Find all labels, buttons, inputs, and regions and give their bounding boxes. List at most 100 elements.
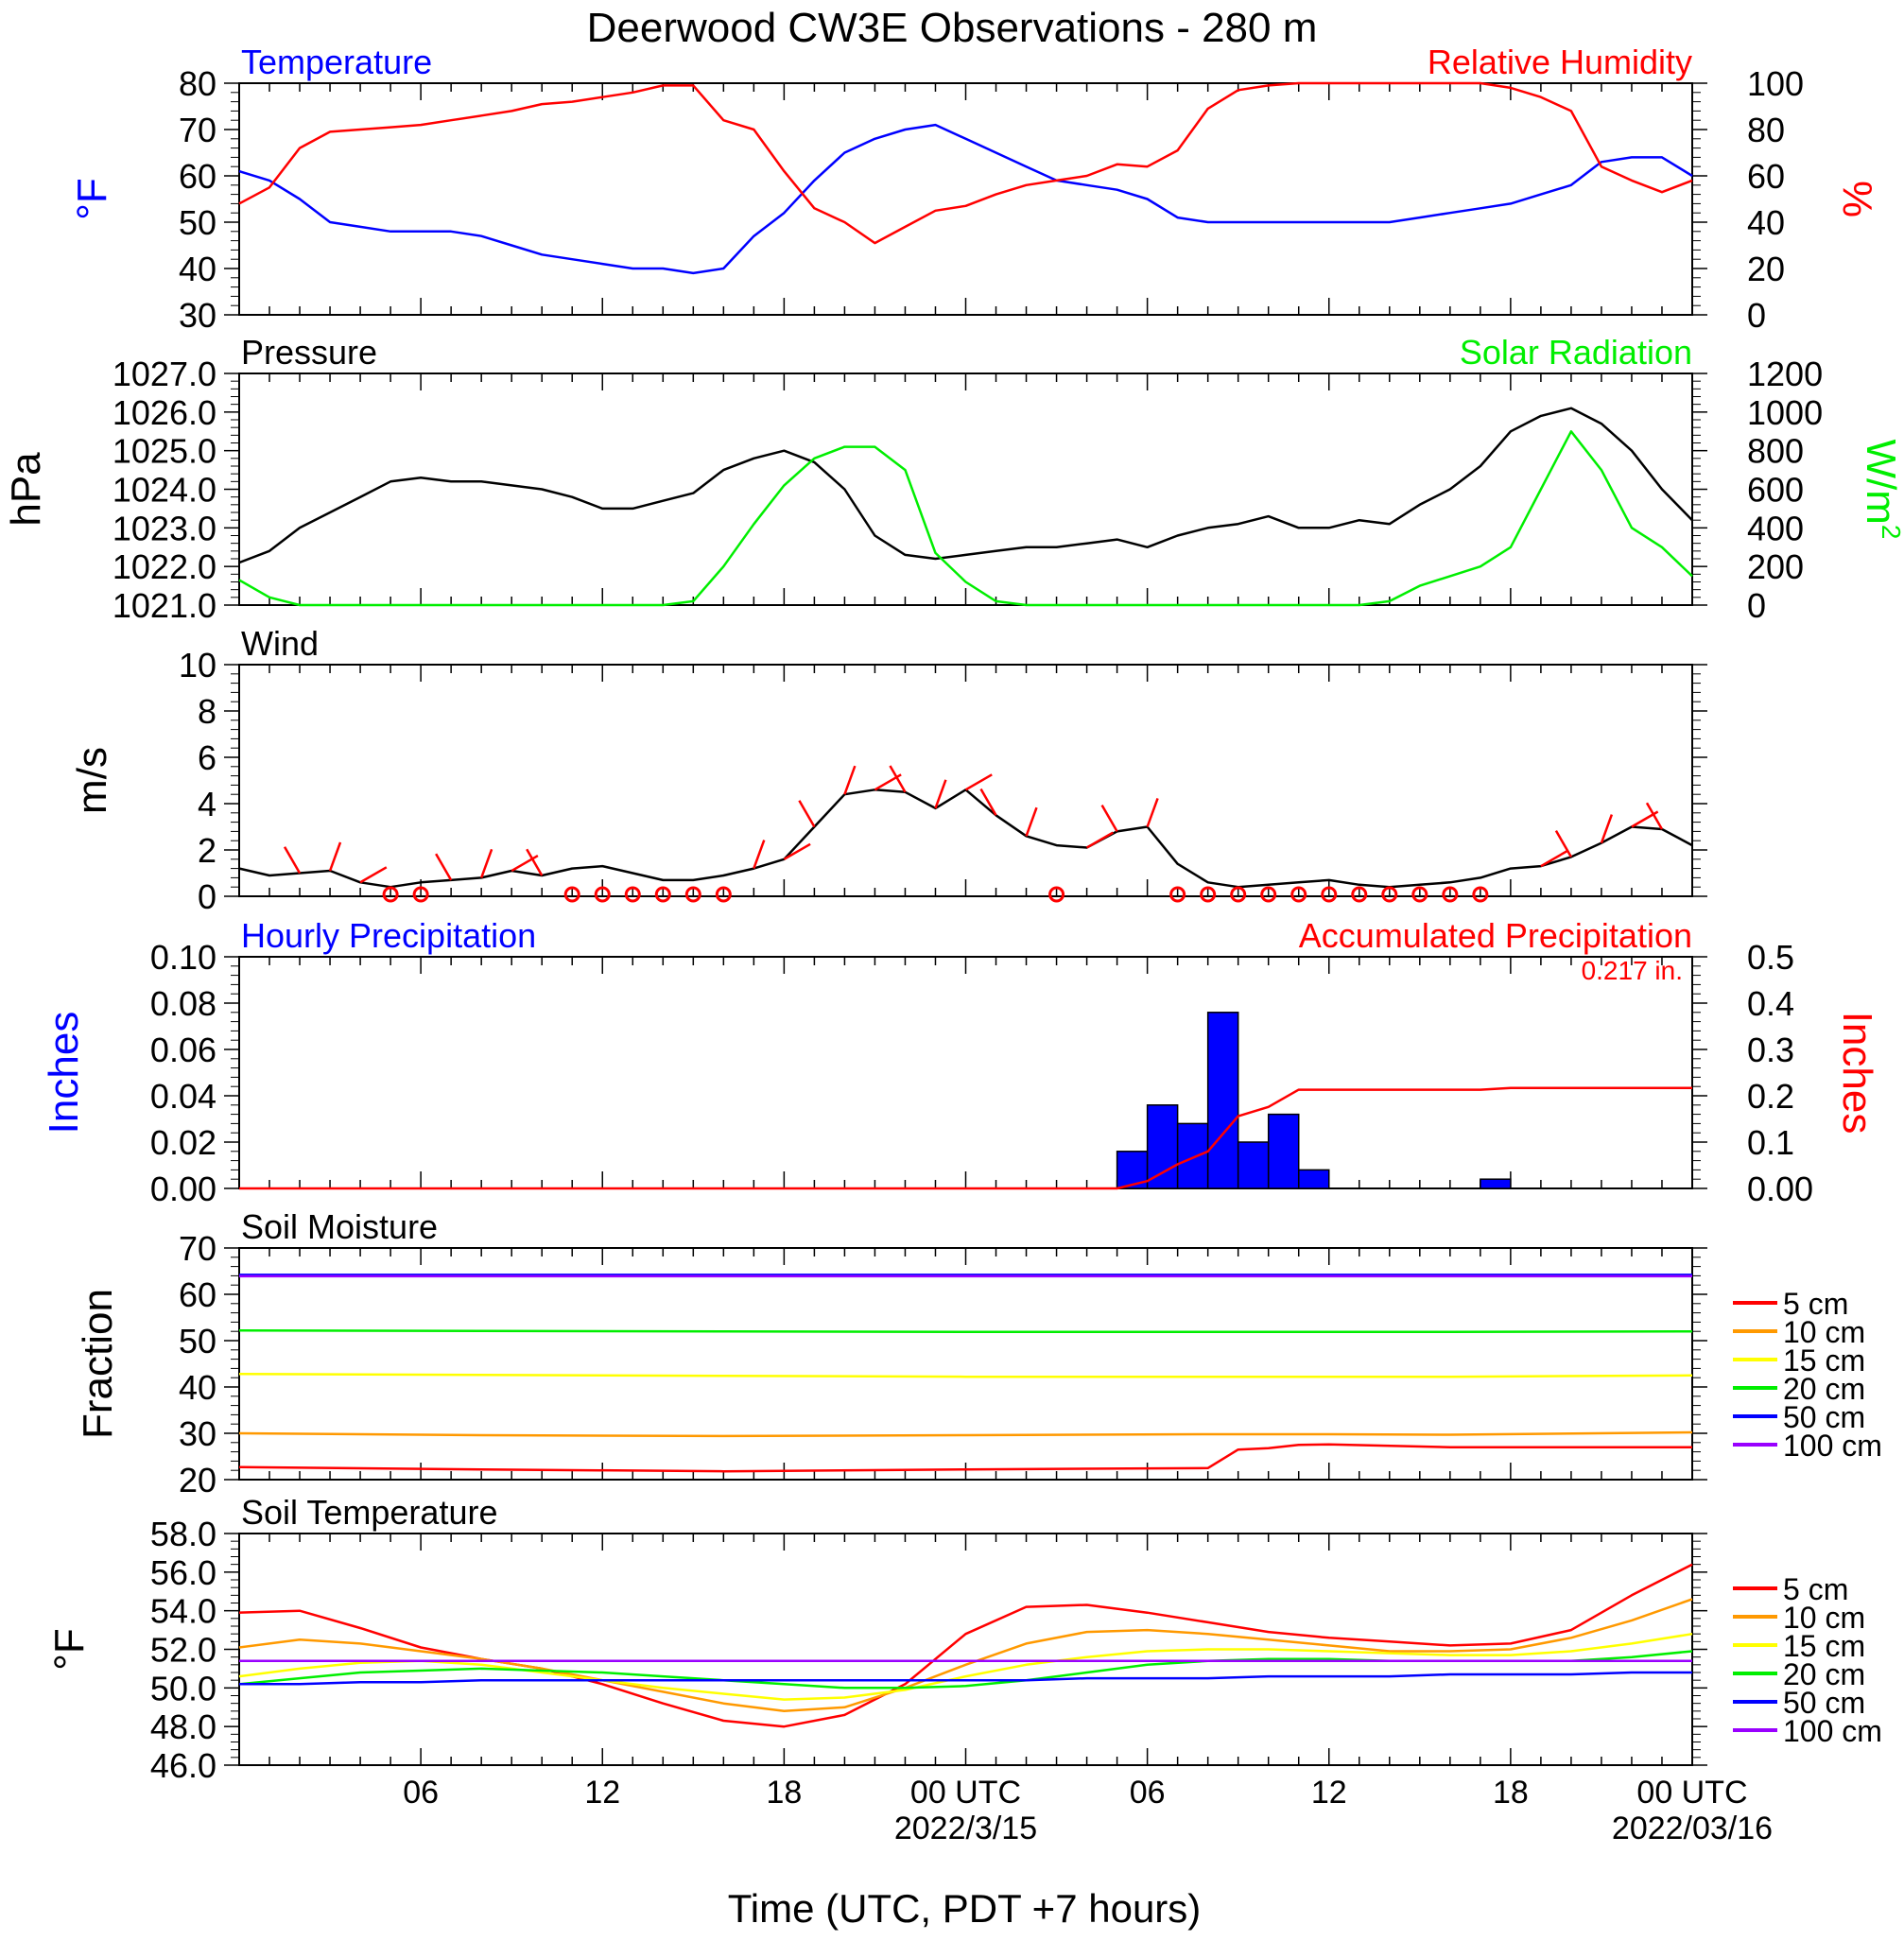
series-10-cm xyxy=(238,1598,1693,1713)
y-right-tick-label: 0.1 xyxy=(1747,1123,1794,1162)
y-right-tick-label: 600 xyxy=(1747,471,1804,510)
panel-left-title: Hourly Precipitation xyxy=(241,916,536,955)
calm-marker xyxy=(1290,886,1307,903)
x-tick-label: 00 UTC xyxy=(1636,1775,1747,1811)
legend-label: 10 cm xyxy=(1783,1601,1865,1635)
x-axis-label: Time (UTC, PDT +7 hours) xyxy=(728,1886,1202,1931)
panel-left-title: Temperature xyxy=(241,43,432,81)
precip-total-annotation: 0.217 in. xyxy=(1582,956,1683,985)
calm-marker xyxy=(1472,886,1489,903)
y-tick-label: 6 xyxy=(198,738,216,777)
legend-label: 5 cm xyxy=(1783,1572,1848,1606)
y-tick-label: 46.0 xyxy=(150,1746,216,1785)
x-tick-label: 18 xyxy=(1493,1775,1529,1811)
y-tick-label: 10 xyxy=(179,646,216,685)
y-axis-label: °F xyxy=(69,178,115,219)
y-tick-label: 30 xyxy=(179,296,216,335)
calm-marker xyxy=(1351,886,1368,903)
legend-label: 5 cm xyxy=(1783,1287,1848,1321)
y-right-tick-label: 400 xyxy=(1747,509,1804,547)
calm-marker xyxy=(1411,886,1428,903)
chart-title: Deerwood CW3E Observations - 280 m xyxy=(587,5,1318,51)
y-axis-label: Fraction xyxy=(75,1289,121,1439)
y-tick-label: 0.00 xyxy=(150,1170,216,1208)
legend-label: 50 cm xyxy=(1783,1686,1865,1720)
y-tick-label: 1022.0 xyxy=(113,547,216,586)
y-tick-label: 54.0 xyxy=(150,1592,216,1631)
x-tick-label: 00 UTC xyxy=(910,1775,1021,1811)
wind-barb xyxy=(1146,798,1159,827)
legend-label: 100 cm xyxy=(1783,1429,1882,1463)
wind-barb xyxy=(1645,802,1664,830)
y-tick-label: 0 xyxy=(198,877,216,916)
y-right-tick-label: 0 xyxy=(1747,296,1766,335)
wind-barb xyxy=(1100,805,1118,833)
y-tick-label: 60 xyxy=(179,157,216,196)
wind-barb xyxy=(934,779,947,809)
wind-barb xyxy=(328,841,342,872)
precip-bar xyxy=(1206,1012,1239,1189)
wind-barb xyxy=(283,846,302,875)
legend-label: 15 cm xyxy=(1783,1343,1865,1378)
precip-bar xyxy=(1146,1104,1179,1189)
panel-2: 1027.01026.01025.01024.01023.01022.01021… xyxy=(3,333,1904,625)
y-right-tick-label: 80 xyxy=(1747,111,1785,149)
y-tick-label: 8 xyxy=(198,692,216,731)
calm-marker xyxy=(412,886,429,903)
panel-frame xyxy=(238,1247,1693,1481)
series-5-cm xyxy=(238,1443,1692,1473)
y-tick-label: 1027.0 xyxy=(113,355,216,393)
y-tick-label: 0.06 xyxy=(150,1031,216,1069)
calm-marker xyxy=(624,886,641,903)
panel-right-title: Accumulated Precipitation xyxy=(1299,916,1692,955)
legend-label: 50 cm xyxy=(1783,1400,1865,1434)
series-wind-speed xyxy=(238,789,1693,889)
y-tick-label: 70 xyxy=(179,111,216,149)
series-15-cm xyxy=(238,1632,1693,1701)
calm-marker xyxy=(1200,886,1217,903)
wind-barb xyxy=(1554,830,1572,858)
calm-marker xyxy=(1260,886,1277,903)
y-tick-label: 0.02 xyxy=(150,1123,216,1162)
y-right-tick-label: 0.5 xyxy=(1747,938,1794,977)
calm-marker xyxy=(654,886,671,903)
series-temperature xyxy=(238,123,1693,275)
wind-barb xyxy=(435,853,453,881)
y-tick-label: 1023.0 xyxy=(113,509,216,547)
legend-label: 20 cm xyxy=(1783,1372,1865,1406)
series-50-cm xyxy=(239,1671,1692,1686)
wind-barb xyxy=(798,800,816,828)
y-tick-label: 50 xyxy=(179,1322,216,1360)
y-tick-label: 56.0 xyxy=(150,1553,216,1592)
panel-right-title: Relative Humidity xyxy=(1428,43,1692,81)
calm-marker xyxy=(1169,886,1186,903)
y-axis-label: Inches xyxy=(41,1012,87,1135)
panel-left-title: Pressure xyxy=(241,333,377,372)
precip-bar xyxy=(1480,1178,1512,1189)
wind-barb xyxy=(479,848,493,878)
y-right-tick-label: 200 xyxy=(1747,547,1804,586)
series-20-cm xyxy=(238,1328,1693,1333)
wind-barb xyxy=(753,840,766,870)
superscript: 2 xyxy=(1877,525,1904,540)
series-5-cm xyxy=(238,1563,1693,1728)
wind-barb xyxy=(1540,850,1568,868)
series-pressure xyxy=(238,407,1693,564)
y-axis-label: hPa xyxy=(3,452,49,527)
y-tick-label: 40 xyxy=(179,250,216,288)
calm-marker xyxy=(1048,886,1065,903)
y-tick-label: 70 xyxy=(179,1229,216,1268)
wind-barb xyxy=(889,765,907,793)
wind-barb xyxy=(964,773,993,791)
y-tick-label: 50.0 xyxy=(150,1669,216,1707)
y-tick-label: 0.08 xyxy=(150,984,216,1023)
calm-marker xyxy=(1381,886,1398,903)
y-axis-label: m/s xyxy=(69,747,115,814)
x-date-label: 2022/3/15 xyxy=(894,1811,1037,1846)
panel-1: 80 70 60 50 40 30 100 80 60 40 20 0 Temperature Relat… xyxy=(69,43,1880,335)
x-tick-label: 18 xyxy=(766,1775,802,1811)
y-tick-label: 30 xyxy=(179,1414,216,1453)
y-tick-label: 1024.0 xyxy=(113,471,216,510)
